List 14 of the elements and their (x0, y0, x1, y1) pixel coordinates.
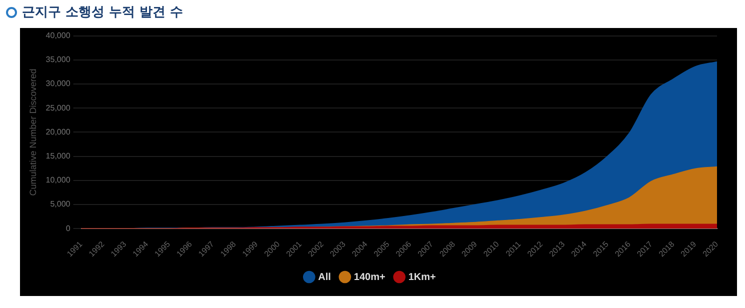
y-tick-label: 20,000 (46, 127, 71, 136)
y-tick-label: 35,000 (46, 55, 71, 64)
y-axis-title: Cumulative Number Discovered (28, 68, 38, 196)
legend-label: 1Km+ (408, 272, 436, 283)
legend-label: 140m+ (354, 272, 386, 283)
legend-label: All (318, 272, 332, 283)
chart-title: 근지구 소행성 누적 발견 수 (22, 4, 184, 21)
y-tick-label: 25,000 (46, 103, 71, 112)
y-tick-label: 10,000 (46, 176, 71, 185)
y-tick-label: 40,000 (46, 31, 71, 40)
y-tick-label: 0 (66, 224, 71, 233)
y-tick-label: 5,000 (50, 200, 71, 209)
y-tick-label: 30,000 (46, 79, 71, 88)
y-tick-label: 15,000 (46, 152, 71, 161)
